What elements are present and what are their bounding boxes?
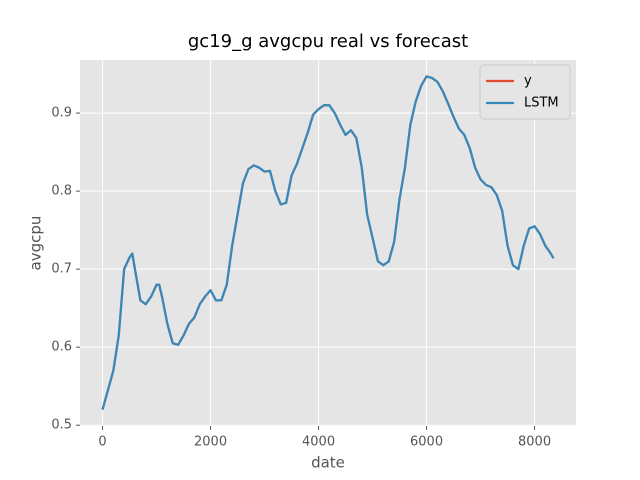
y-tick-label: 0.5: [51, 418, 72, 433]
y-tick-label: 0.7: [51, 262, 72, 277]
legend-label: y: [524, 74, 532, 89]
y-tick-label: 0.6: [51, 340, 72, 355]
x-tick-label: 8000: [518, 435, 551, 450]
x-tick-label: 4000: [302, 435, 335, 450]
chart-title: gc19_g avgcpu real vs forecast: [188, 31, 468, 52]
y-tick-label: 0.9: [51, 106, 72, 121]
y-tick-label: 0.8: [51, 184, 72, 199]
legend-box: [479, 64, 571, 120]
plot-area: [80, 60, 576, 426]
x-tick-label: 2000: [194, 435, 227, 450]
x-tick-label: 0: [98, 435, 106, 450]
y-axis-label: avgcpu: [27, 216, 45, 271]
x-axis-label: date: [311, 454, 345, 472]
legend-label: LSTM: [524, 96, 559, 111]
x-tick-label: 6000: [410, 435, 443, 450]
series-line: [101, 75, 555, 410]
